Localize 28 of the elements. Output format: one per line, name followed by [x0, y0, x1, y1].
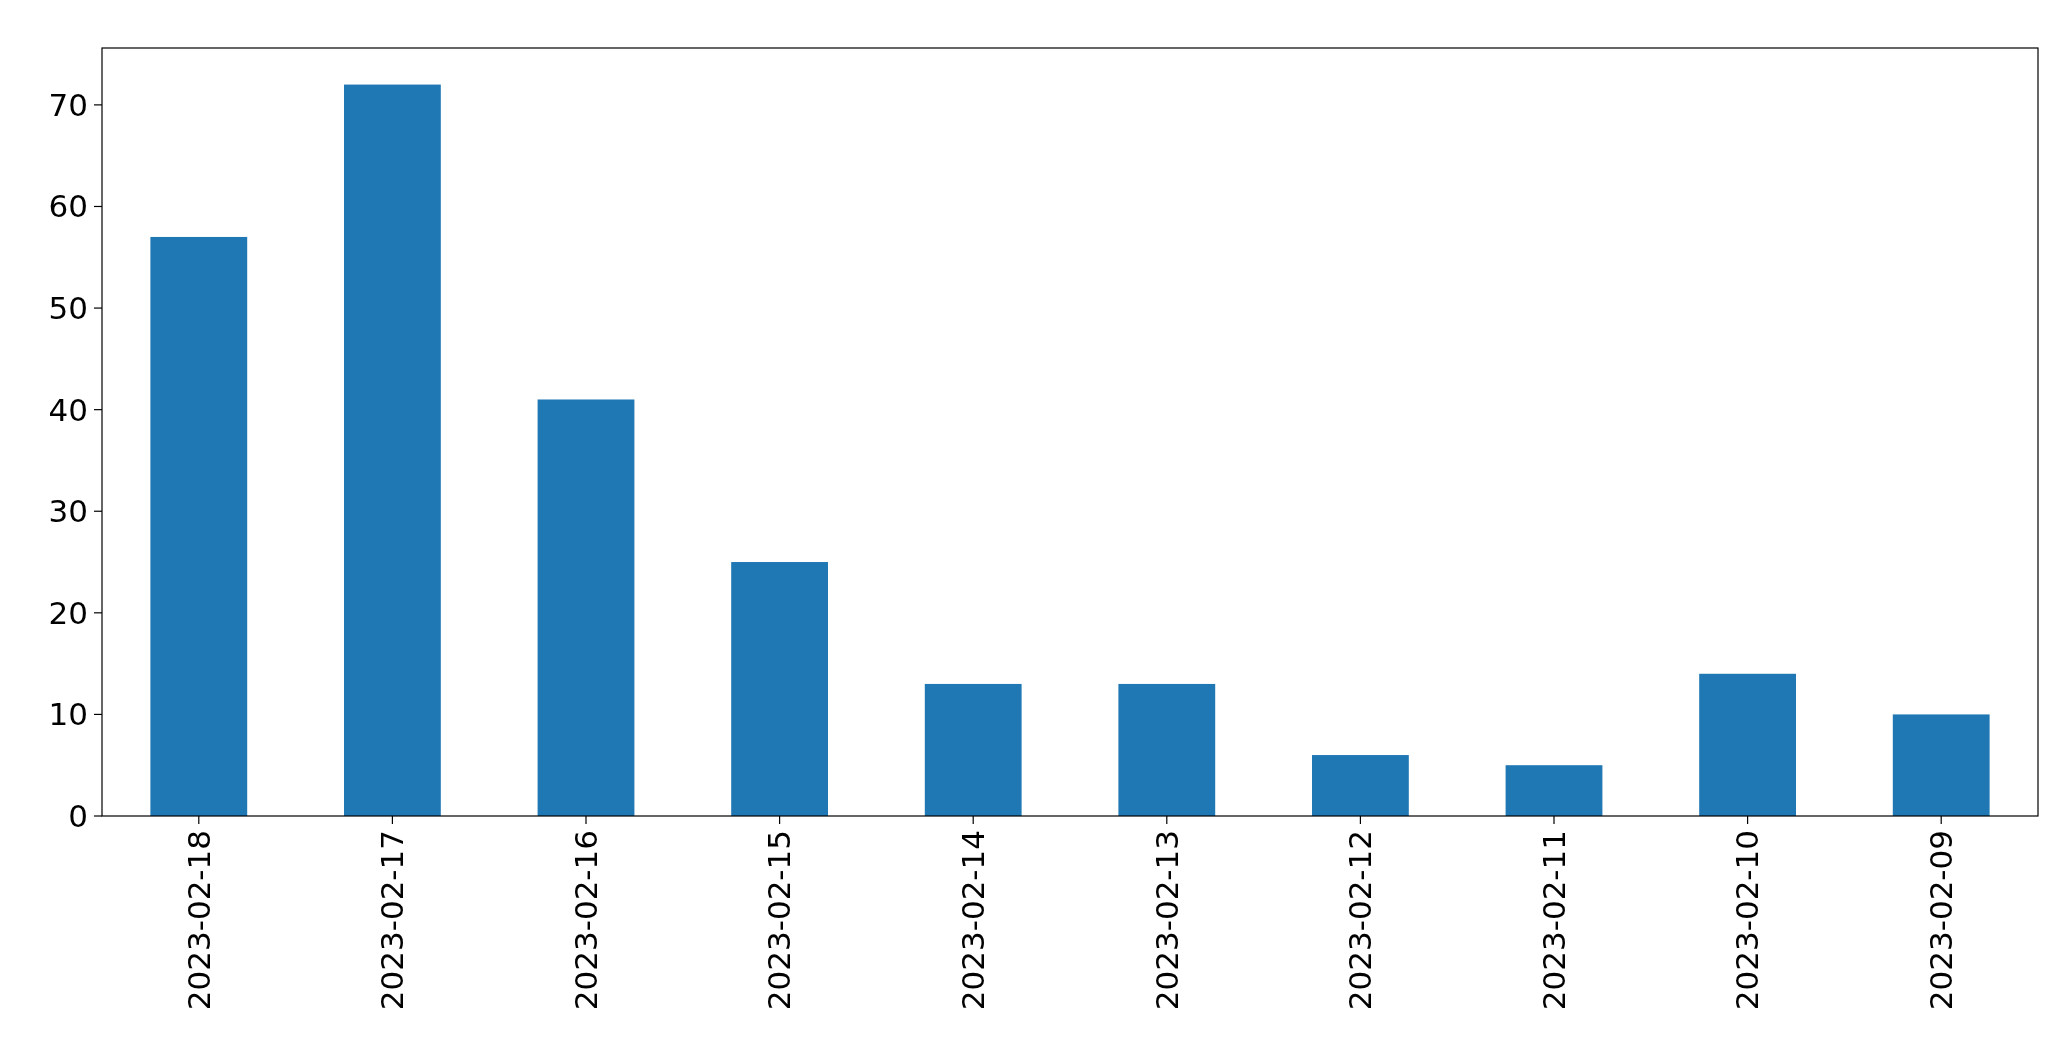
x-tick-label: 2023-02-14	[955, 830, 992, 1011]
x-tick-label: 2023-02-09	[1923, 830, 1960, 1011]
y-tick-label: 10	[48, 696, 88, 733]
x-tick-label: 2023-02-13	[1148, 830, 1185, 1011]
bar	[150, 236, 248, 816]
x-tick-label: 2023-02-15	[761, 830, 798, 1011]
x-tick-label: 2023-02-17	[374, 830, 411, 1011]
x-tick-label: 2023-02-12	[1342, 830, 1379, 1011]
x-tick-label: 2023-02-16	[567, 830, 604, 1011]
x-tick-label: 2023-02-11	[1535, 830, 1572, 1011]
y-tick-label: 50	[48, 289, 88, 326]
bar	[1118, 683, 1216, 816]
y-tick-label: 30	[48, 493, 88, 530]
y-tick-label: 20	[48, 594, 88, 631]
bar	[731, 562, 828, 816]
y-tick-label: 70	[48, 86, 88, 123]
bar	[924, 683, 1022, 816]
y-tick-label: 0	[68, 797, 88, 834]
bar	[1892, 714, 1990, 816]
x-tick-label: 2023-02-18	[180, 830, 217, 1011]
bar	[1505, 765, 1603, 816]
bar	[344, 84, 441, 816]
bar	[1699, 673, 1796, 816]
y-tick-label: 40	[48, 391, 88, 428]
bar	[537, 399, 635, 816]
bar	[1312, 755, 1409, 816]
x-tick-label: 2023-02-10	[1729, 830, 1766, 1011]
y-tick-label: 60	[48, 188, 88, 225]
